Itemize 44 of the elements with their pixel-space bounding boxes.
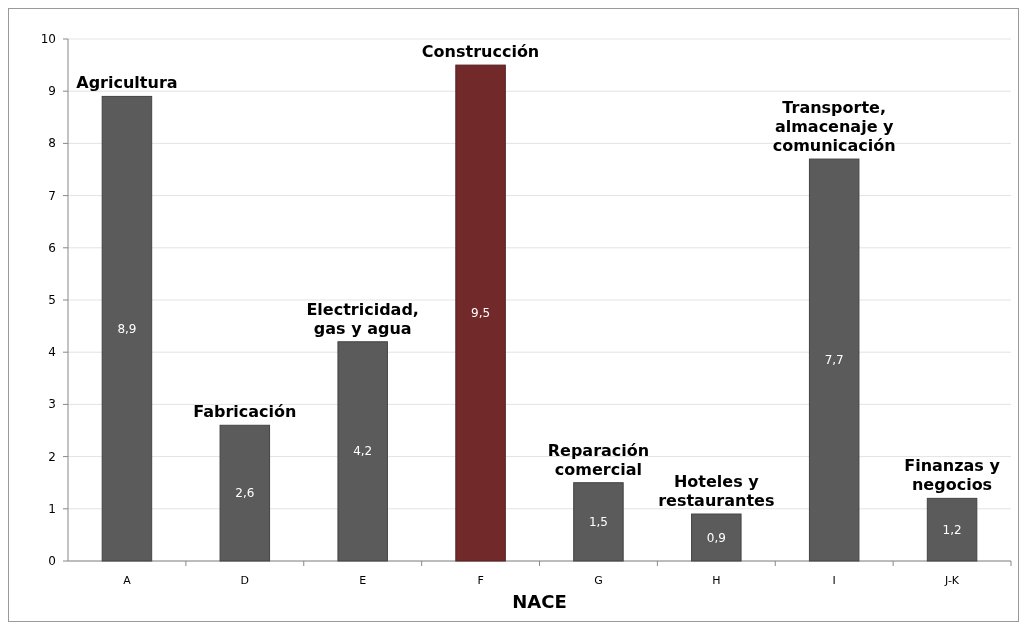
annotation: Hoteles y restaurantes (658, 472, 775, 511)
x-tick-label: E (359, 574, 367, 587)
x-tick-label: G (594, 574, 603, 587)
y-tick-label: 9 (48, 84, 56, 99)
y-tick-label: 4 (48, 345, 56, 360)
data-label: 8,9 (117, 321, 137, 336)
x-tick-label: I (832, 574, 836, 587)
bar (219, 424, 271, 562)
y-tick-label: 10 (40, 32, 56, 46)
x-tick-label: D (240, 574, 250, 587)
y-tick-label: 5 (48, 293, 56, 307)
data-label: 4,2 (353, 444, 373, 459)
data-label: 0,9 (706, 530, 726, 545)
bar (808, 158, 860, 562)
annotation: Electricidad, gas y agua (306, 299, 419, 338)
bar (101, 95, 153, 562)
annotation: Agricultura (76, 73, 178, 93)
data-label: 2,6 (235, 486, 255, 501)
annotation: Fabricación (193, 402, 297, 422)
data-label: 1,5 (588, 514, 608, 529)
x-axis-title: NACE (512, 591, 567, 612)
x-tick-label: J-K (944, 574, 960, 587)
bar (337, 341, 388, 562)
bar (455, 64, 506, 562)
bar (691, 513, 742, 562)
y-tick-label: 1 (48, 501, 56, 516)
y-tick-label: 2 (48, 449, 56, 464)
y-tick-label: 0 (48, 554, 56, 568)
annotation: Reparación comercial (547, 440, 650, 479)
y-tick-label: 6 (48, 240, 56, 255)
x-tick-label: H (712, 574, 721, 587)
y-tick-label: 8 (48, 136, 56, 151)
data-label: 7,7 (824, 353, 844, 368)
bar (573, 482, 624, 562)
data-label: 9,5 (471, 306, 491, 321)
x-tick-label: F (477, 574, 484, 587)
y-tick-label: 7 (48, 188, 56, 203)
data-label: 1,2 (942, 522, 962, 537)
annotation: Construcción (421, 42, 540, 62)
annotation: Finanzas y negocios (904, 456, 1001, 495)
y-tick-label: 3 (48, 397, 56, 412)
bar (926, 497, 978, 562)
annotation: Transporte, almacenaje y comunicación (772, 98, 896, 156)
x-tick-label: A (123, 574, 132, 587)
